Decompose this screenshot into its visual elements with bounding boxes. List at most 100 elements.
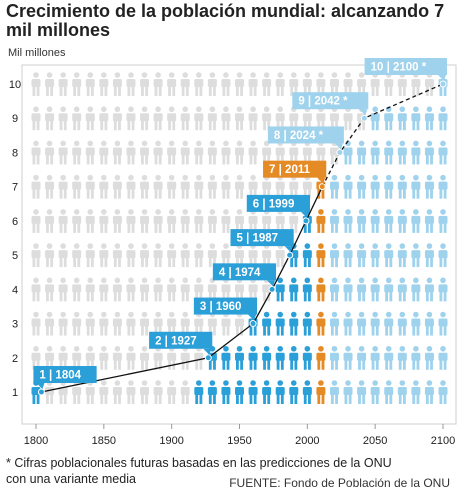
person-figure: [72, 72, 82, 96]
person-figure: [384, 243, 394, 268]
footnote: * Cifras poblacionales futuras basadas e…: [6, 455, 392, 487]
figure-head: [114, 311, 121, 318]
figure-body: [72, 352, 82, 361]
figure-body: [112, 79, 122, 87]
figure-leg: [403, 359, 406, 370]
figure-leg: [430, 154, 433, 165]
figure-leg: [141, 120, 144, 131]
figure-leg: [50, 359, 54, 370]
figure-leg: [104, 291, 108, 302]
figure-body: [357, 250, 367, 259]
person-figure: [58, 243, 68, 268]
person-figure: [85, 209, 95, 233]
figure-leg: [362, 154, 366, 165]
figure-head: [196, 243, 202, 249]
figure-leg: [348, 291, 352, 302]
figure-leg: [398, 394, 402, 404]
figure-leg: [398, 222, 402, 233]
figure-leg: [199, 291, 203, 302]
figure-body: [58, 147, 68, 156]
figure-leg: [46, 325, 49, 336]
figure-head: [345, 345, 351, 352]
person-figure: [248, 106, 258, 131]
y-tick-label: 4: [12, 284, 18, 296]
figure-leg: [389, 154, 393, 165]
figure-leg: [168, 120, 171, 131]
figure-leg: [118, 86, 121, 96]
person-figure: [140, 209, 150, 233]
figure-body: [180, 113, 190, 122]
figure-leg: [253, 188, 257, 199]
person-figure: [384, 345, 394, 370]
figure-leg: [158, 394, 162, 404]
figure-head: [128, 72, 134, 78]
figure-leg: [398, 86, 402, 96]
milestone-label-box: [212, 263, 277, 281]
figure-leg: [172, 257, 176, 268]
person-figure: [140, 345, 150, 370]
figure-leg: [90, 257, 94, 268]
figure-leg: [199, 257, 203, 268]
figure-leg: [362, 120, 366, 131]
person-figure: [112, 311, 122, 336]
figure-head: [114, 243, 121, 249]
milestone-label: 1 | 1804: [33, 366, 97, 389]
figure-leg: [63, 359, 67, 370]
person-figure: [397, 106, 407, 131]
figure-head: [128, 174, 134, 181]
figure-leg: [127, 359, 131, 370]
figure-body: [424, 113, 434, 122]
figure-head: [372, 380, 378, 386]
figure-head: [440, 106, 446, 113]
figure-body: [397, 284, 407, 293]
figure-body: [207, 284, 217, 293]
figure-body: [438, 250, 448, 259]
figure-leg: [104, 394, 108, 404]
figure-leg: [100, 188, 104, 199]
person-figure: [126, 380, 136, 404]
figure-leg: [208, 359, 212, 370]
figure-head: [182, 209, 189, 215]
figure-head: [331, 243, 338, 249]
figure-leg: [168, 188, 171, 199]
figure-leg: [104, 188, 108, 199]
figure-leg: [308, 86, 311, 96]
x-tick-label: 1850: [92, 435, 116, 447]
figure-leg: [321, 222, 325, 233]
figure-leg: [398, 257, 402, 268]
figure-body: [194, 113, 204, 122]
figure-leg: [32, 325, 36, 336]
figure-body: [85, 318, 95, 327]
figure-leg: [73, 86, 76, 96]
person-figure: [370, 174, 380, 199]
figure-leg: [90, 222, 94, 233]
figure-leg: [32, 394, 36, 404]
figure-body: [31, 250, 41, 259]
person-figure: [343, 140, 353, 165]
person-figure: [302, 311, 312, 336]
figure-leg: [145, 325, 149, 336]
figure-leg: [371, 188, 375, 199]
figure-head: [263, 72, 270, 78]
figure-leg: [73, 120, 76, 131]
person-figure: [153, 380, 163, 404]
person-figure: [329, 380, 339, 404]
figure-leg: [172, 394, 176, 404]
figure-leg: [172, 188, 176, 199]
figure-leg: [389, 359, 393, 370]
person-figure: [357, 174, 367, 199]
figure-leg: [290, 222, 294, 233]
figure-leg: [199, 188, 203, 199]
figure-leg: [141, 257, 144, 268]
figure-leg: [294, 359, 298, 370]
figure-body: [194, 318, 204, 327]
figure-head: [101, 345, 107, 352]
figure-leg: [263, 394, 266, 404]
figure-head: [236, 345, 243, 352]
person-figure: [289, 345, 299, 370]
figure-leg: [222, 86, 226, 96]
figure-head: [155, 140, 161, 147]
person-figure: [85, 345, 95, 370]
person-figure: [126, 345, 136, 370]
figure-head: [101, 277, 107, 284]
